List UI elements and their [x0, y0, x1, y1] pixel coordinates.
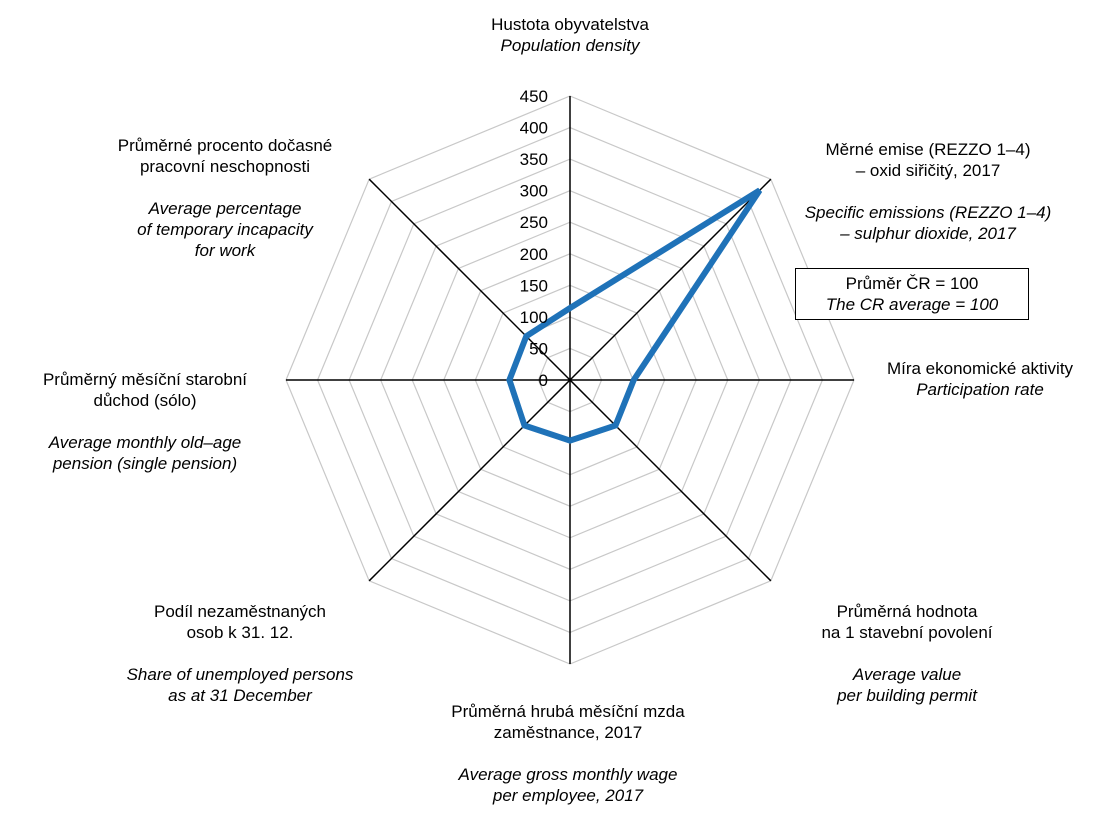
radar-tick-labels: 0 50 100 150 200 250 300 350 400 450 — [520, 87, 548, 390]
axis-label-participation-rate: Míra ekonomické aktivity Participation r… — [886, 359, 1074, 399]
tick-label: 100 — [520, 308, 548, 327]
axis-line — [368, 379, 571, 582]
axis-label-population-density: Hustota obyvatelstva Population density — [491, 15, 649, 55]
axis-label-unemployed-share: Podíl nezaměstnaných osob k 31. 12. Shar… — [126, 602, 354, 705]
axis-line — [569, 178, 772, 381]
tick-label: 0 — [539, 371, 548, 390]
note-en: The CR average = 100 — [825, 295, 999, 314]
axis-line — [569, 379, 772, 582]
tick-label: 200 — [520, 245, 548, 264]
axis-label-gross-monthly-wage: Průměrná hrubá měsíční mzda zaměstnance,… — [451, 702, 685, 805]
radar-axes — [286, 96, 854, 664]
axis-label-specific-emissions: Měrné emise (REZZO 1–4) – oxid siřičitý,… — [804, 140, 1052, 243]
series-line — [506, 187, 763, 444]
tick-label: 450 — [520, 87, 548, 106]
tick-label: 150 — [520, 276, 548, 295]
tick-label: 50 — [529, 339, 548, 358]
axis-label-building-permit: Průměrná hodnota na 1 stavební povolení … — [821, 602, 993, 705]
radar-chart: 0 50 100 150 200 250 300 350 400 450 — [285, 87, 855, 665]
axis-label-temporary-incapacity: Průměrné procento dočasné pracovní nesch… — [117, 136, 333, 260]
tick-label: 300 — [520, 182, 548, 201]
cr-average-note: Průměr ČR = 100 The CR average = 100 — [795, 268, 1029, 320]
radar-series — [506, 187, 763, 444]
axis-label-old-age-pension: Průměrný měsíční starobní důchod (sólo) … — [42, 370, 248, 473]
note-cz: Průměr ČR = 100 — [845, 274, 979, 293]
tick-label: 250 — [520, 213, 548, 232]
axis-line — [368, 178, 571, 381]
tick-label: 350 — [520, 150, 548, 169]
tick-label: 400 — [520, 119, 548, 138]
